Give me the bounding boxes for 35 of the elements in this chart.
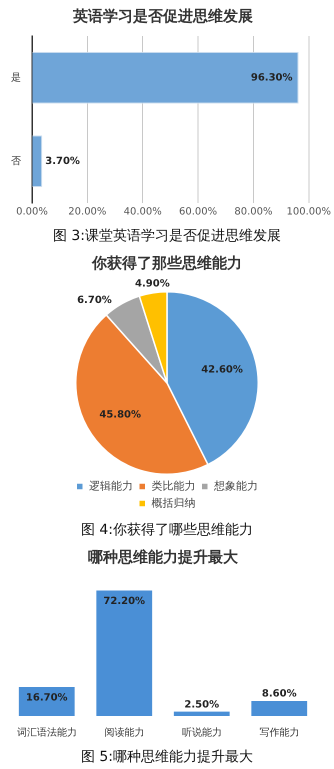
caption: 图 3:课堂英语学习是否促进思维发展 — [52, 227, 282, 246]
caption: 图 4:你获得了哪些思维能力 — [80, 521, 254, 540]
data-label: 42.60% — [201, 364, 243, 376]
chart-title: 你获得了那些思维能力 — [91, 254, 242, 272]
data-label: 4.90% — [135, 278, 170, 290]
x-tick-label: 0.00% — [16, 206, 48, 218]
x-tick-label: 60.00% — [178, 206, 218, 218]
data-label: 8.60% — [262, 688, 297, 700]
caption: 图 5:哪种思维能力提升最大 — [80, 748, 254, 767]
legend-label: 类比能力 — [151, 479, 196, 492]
data-label: 72.20% — [103, 596, 146, 608]
x-tick-label: 词汇语法能力 — [16, 726, 77, 739]
y-tick-label: 是 — [11, 72, 21, 84]
x-tick-label: 20.00% — [68, 206, 106, 218]
bar — [251, 701, 308, 716]
x-tick-label: 阅读能力 — [104, 726, 144, 739]
data-label: 16.70% — [26, 692, 68, 704]
x-tick-label: 写作能力 — [259, 726, 300, 739]
bar — [96, 590, 152, 716]
y-tick-label: 否 — [11, 156, 21, 167]
legend-label: 逻辑能力 — [88, 479, 133, 492]
data-label: 45.80% — [99, 409, 142, 420]
data-label: 3.70% — [45, 156, 80, 167]
x-tick-label: 100.00% — [286, 206, 332, 218]
x-tick-label: 40.00% — [124, 206, 162, 218]
legend-label: 想象能力 — [212, 479, 258, 492]
chart-title: 英语学习是否促进思维发展 — [72, 6, 253, 25]
x-tick-label: 80.00% — [234, 206, 272, 218]
data-label: 96.30% — [250, 72, 293, 84]
bar — [174, 712, 230, 716]
x-tick-label: 听说能力 — [182, 726, 222, 739]
legend-label: 概括归纳 — [151, 496, 196, 510]
data-label: 6.70% — [77, 294, 112, 306]
chart-title: 哪种思维能力提升最大 — [88, 548, 239, 566]
data-label: 2.50% — [184, 699, 220, 710]
